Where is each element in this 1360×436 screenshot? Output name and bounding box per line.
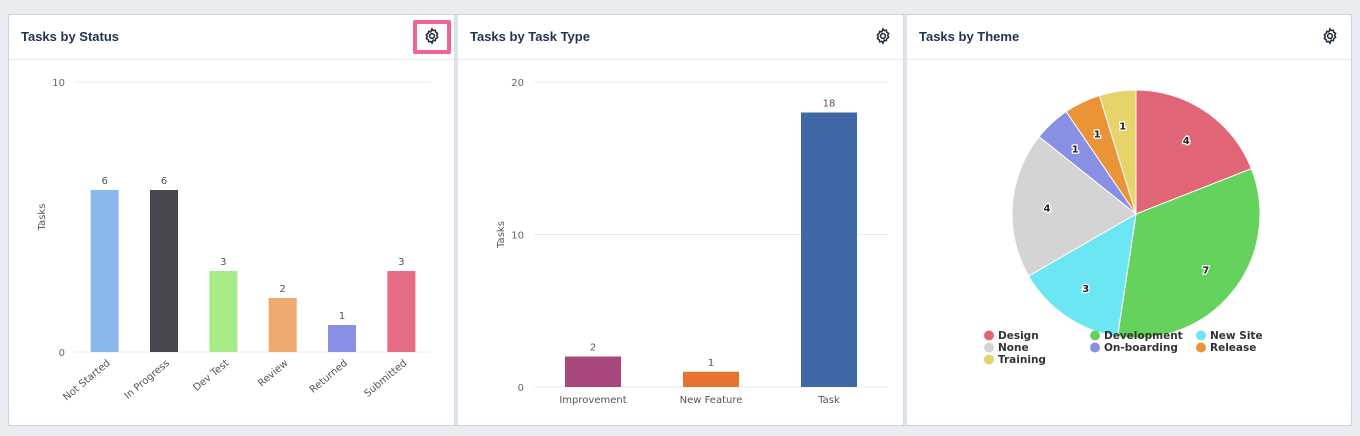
panel-title: Tasks by Status	[21, 29, 120, 44]
bar	[150, 190, 178, 352]
slice-label: 7	[1202, 266, 1209, 277]
legend-marker	[1090, 342, 1100, 353]
x-tick-label: New Feature	[680, 395, 743, 406]
pie-slice	[1011, 135, 1137, 277]
x-tick-label: Submitted	[362, 358, 409, 400]
theme-pie-chart: 4 7 3 4 1 1 1 Design Development New Site None On-b…	[984, 89, 1263, 366]
legend-marker	[1196, 330, 1206, 341]
data-label: 6	[161, 176, 167, 187]
x-tick-label: Dev Test	[192, 358, 232, 394]
data-label: 1	[339, 311, 345, 322]
legend-marker	[984, 354, 994, 365]
pie-slice	[1135, 89, 1253, 215]
bar	[387, 271, 416, 352]
y-tick-label: 0	[518, 383, 524, 394]
x-tick-label: Task	[817, 395, 840, 406]
gear-icon[interactable]	[423, 27, 441, 45]
slice-label: 1	[1072, 145, 1079, 156]
legend-item: Training	[998, 354, 1046, 366]
status-bar-chart: 0 10 Tasks 6 Not Started 6 In Progress 3 Dev Tes…	[37, 78, 431, 403]
data-label: 18	[823, 99, 836, 110]
tasks-by-status-panel: Tasks by Status 0 10 Tasks 6 Not Started 6 In …	[9, 15, 455, 425]
y-tick-label: 0	[59, 348, 65, 359]
slice-label: 1	[1094, 130, 1101, 141]
slice-label: 4	[1043, 203, 1050, 214]
y-axis-label: Tasks	[496, 221, 507, 249]
legend-item: Release	[1210, 342, 1256, 354]
bar	[90, 190, 119, 352]
bar	[209, 271, 238, 352]
legend-marker	[1196, 342, 1206, 353]
x-tick-label: Returned	[308, 358, 350, 396]
legend-marker	[1090, 330, 1100, 341]
panel-header: Tasks by Status	[9, 15, 454, 60]
slice-label: 1	[1119, 122, 1126, 133]
pie-slice	[1027, 213, 1137, 338]
slice-label: 4	[1183, 136, 1190, 147]
tasks-by-theme-panel: Tasks by Theme 4 7 3 4 1 1 1 Design Development N…	[907, 15, 1351, 425]
type-bar-chart: 0 10 20 Tasks 2 Improvement 1 New Feature 18 Task	[496, 78, 888, 406]
legend-item: New Site	[1210, 330, 1263, 342]
data-label: 2	[279, 284, 285, 295]
bar	[683, 371, 739, 387]
slice-label: 3	[1082, 284, 1089, 295]
tasks-by-type-panel: Tasks by Task Type 0 10 20 Tasks 2 Improvemen…	[458, 15, 904, 425]
legend-item: None	[998, 342, 1029, 354]
data-label: 3	[398, 257, 404, 268]
data-label: 6	[101, 176, 107, 187]
gear-icon[interactable]	[874, 27, 892, 45]
pie-slice	[1098, 89, 1137, 215]
y-axis-label: Tasks	[37, 204, 48, 232]
bar	[565, 356, 621, 387]
gear-icon[interactable]	[1321, 27, 1339, 45]
bar	[801, 112, 857, 387]
bar	[268, 298, 297, 352]
legend-marker	[984, 342, 994, 353]
x-tick-label: Improvement	[559, 395, 626, 406]
y-tick-label: 10	[511, 231, 524, 242]
legend-item: Design	[998, 330, 1039, 342]
settings-highlight	[413, 20, 451, 54]
y-tick-label: 20	[511, 78, 524, 89]
panel-header: Tasks by Theme	[907, 15, 1351, 60]
x-tick-label: In Progress	[123, 358, 172, 402]
y-tick-label: 10	[52, 78, 65, 89]
pie-slice	[1116, 168, 1261, 339]
data-label: 1	[708, 358, 714, 369]
data-label: 2	[590, 343, 596, 354]
panel-title: Tasks by Task Type	[470, 29, 590, 44]
legend-marker	[984, 330, 994, 341]
dashboard: Tasks by Status 0 10 Tasks 6 Not Started 6 In …	[8, 14, 1352, 426]
bar	[328, 325, 356, 352]
legend-item: On-boarding	[1104, 342, 1178, 354]
data-label: 3	[220, 257, 226, 268]
panel-title: Tasks by Theme	[919, 29, 1020, 44]
legend-item: Development	[1104, 330, 1183, 342]
panel-header: Tasks by Task Type	[458, 15, 903, 60]
x-tick-label: Not Started	[61, 358, 112, 403]
x-tick-label: Review	[256, 358, 290, 389]
